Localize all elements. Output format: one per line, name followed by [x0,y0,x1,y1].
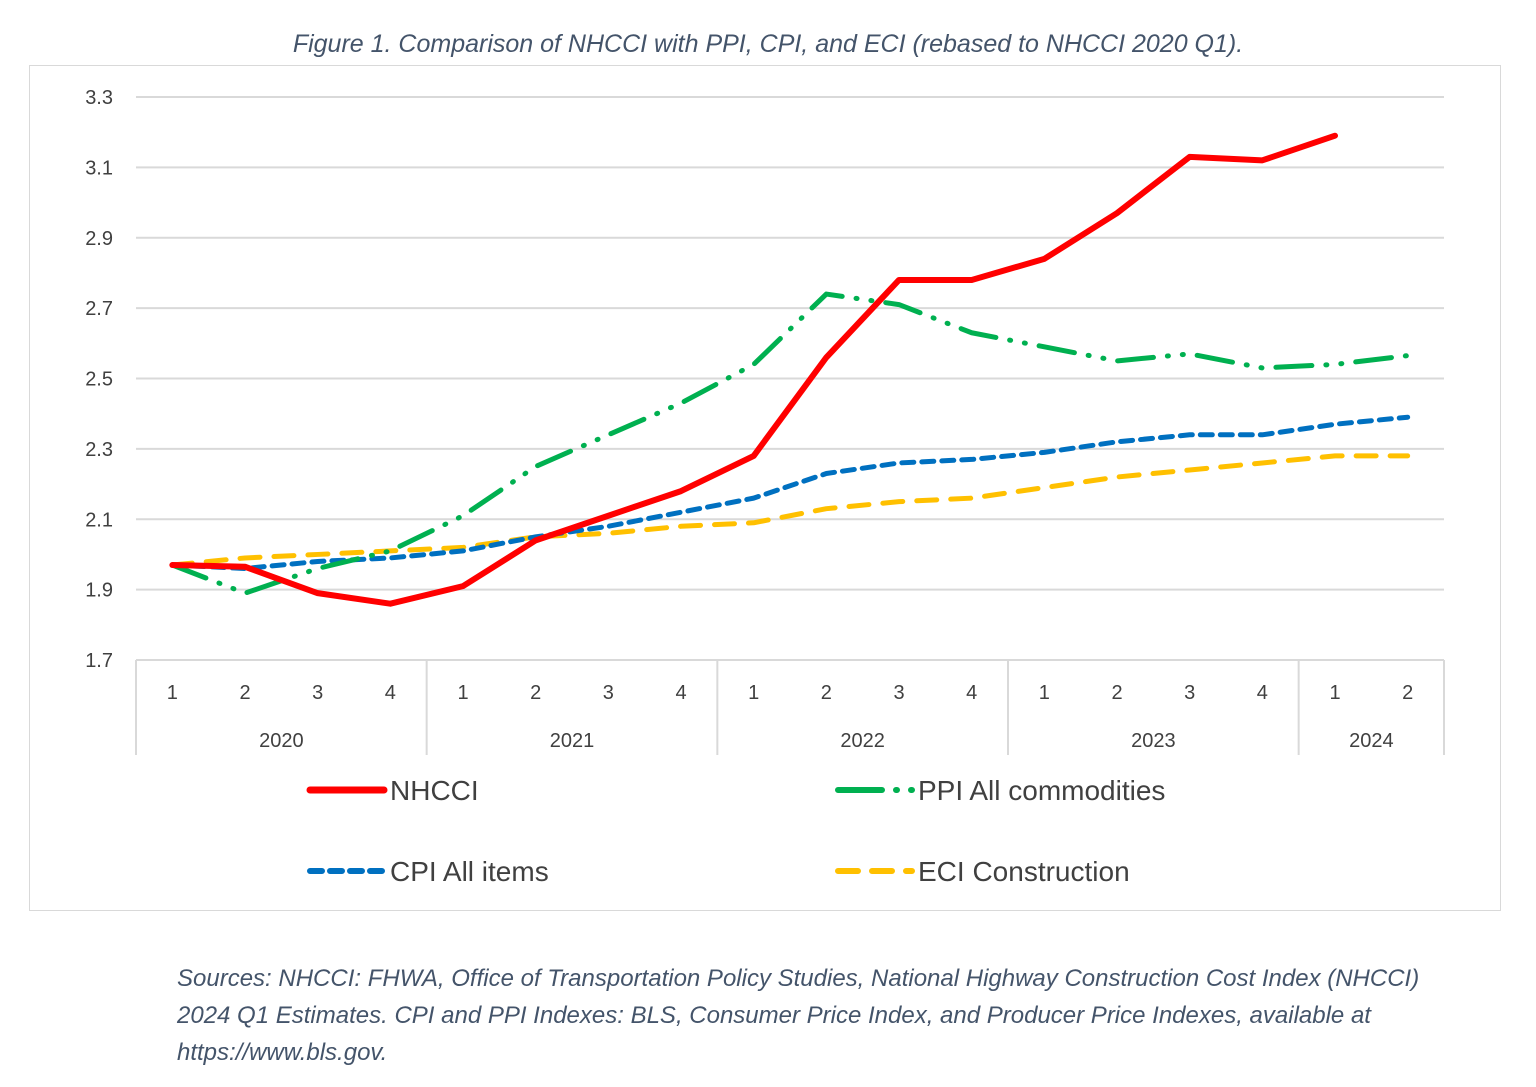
year-label: 2023 [1131,730,1176,752]
series-line-ppi-all-commodities [169,291,1411,596]
x-tick-label: 3 [893,682,904,704]
y-tick-label: 2.9 [85,228,113,250]
x-tick-label: 4 [385,682,396,704]
x-tick-label: 4 [675,682,686,704]
x-tick-label: 3 [312,682,323,704]
chart-frame [29,65,1501,911]
x-tick-label: 1 [167,682,178,704]
x-tick-label: 1 [1039,682,1050,704]
y-tick-label: 3.1 [85,157,113,179]
line-chart: 1.7 1.9 2.1 2.3 2.5 2.7 2.9 3.1 3.3 1 2 3 4 2020 1 2 3 4 2… [85,87,1445,887]
x-tick-label: 4 [1257,682,1268,704]
legend-label: NHCCI [390,775,479,806]
series-line-cpi-all-items [169,414,1411,572]
x-tick-label: 2 [530,682,541,704]
year-label: 2021 [550,730,595,752]
y-tick-label: 2.7 [85,298,113,320]
x-tick-label: 2 [821,682,832,704]
x-tick-label: 1 [1329,682,1340,704]
legend-label: PPI All commodities [918,775,1165,806]
x-tick-label: 3 [603,682,614,704]
year-label: 2022 [840,730,885,752]
y-tick-label: 1.9 [85,580,113,602]
y-tick-label: 3.3 [85,87,113,109]
chart-title: Figure 1. Comparison of NHCCI with PPI, … [292,30,1244,58]
y-tick-label: 2.3 [85,439,113,461]
x-tick-label: 1 [748,682,759,704]
y-tick-label: 2.1 [85,509,113,531]
legend-label: ECI Construction [918,856,1130,887]
series-line-eci-construction [169,453,1411,568]
sources-note: Sources: NHCCI: FHWA, Office of Transpor… [177,965,1420,1066]
y-tick-label: 2.5 [85,369,113,391]
legend-label: CPI All items [390,856,549,887]
y-tick-label: 1.7 [85,650,113,672]
x-tick-label: 2 [1402,682,1413,704]
x-tick-label: 4 [966,682,977,704]
year-label: 2024 [1349,730,1394,752]
series-line-nhcci [169,132,1338,607]
x-tick-label: 2 [239,682,250,704]
x-tick-label: 3 [1184,682,1195,704]
x-tick-label: 2 [1111,682,1122,704]
year-label: 2020 [259,730,304,752]
x-tick-label: 1 [457,682,468,704]
